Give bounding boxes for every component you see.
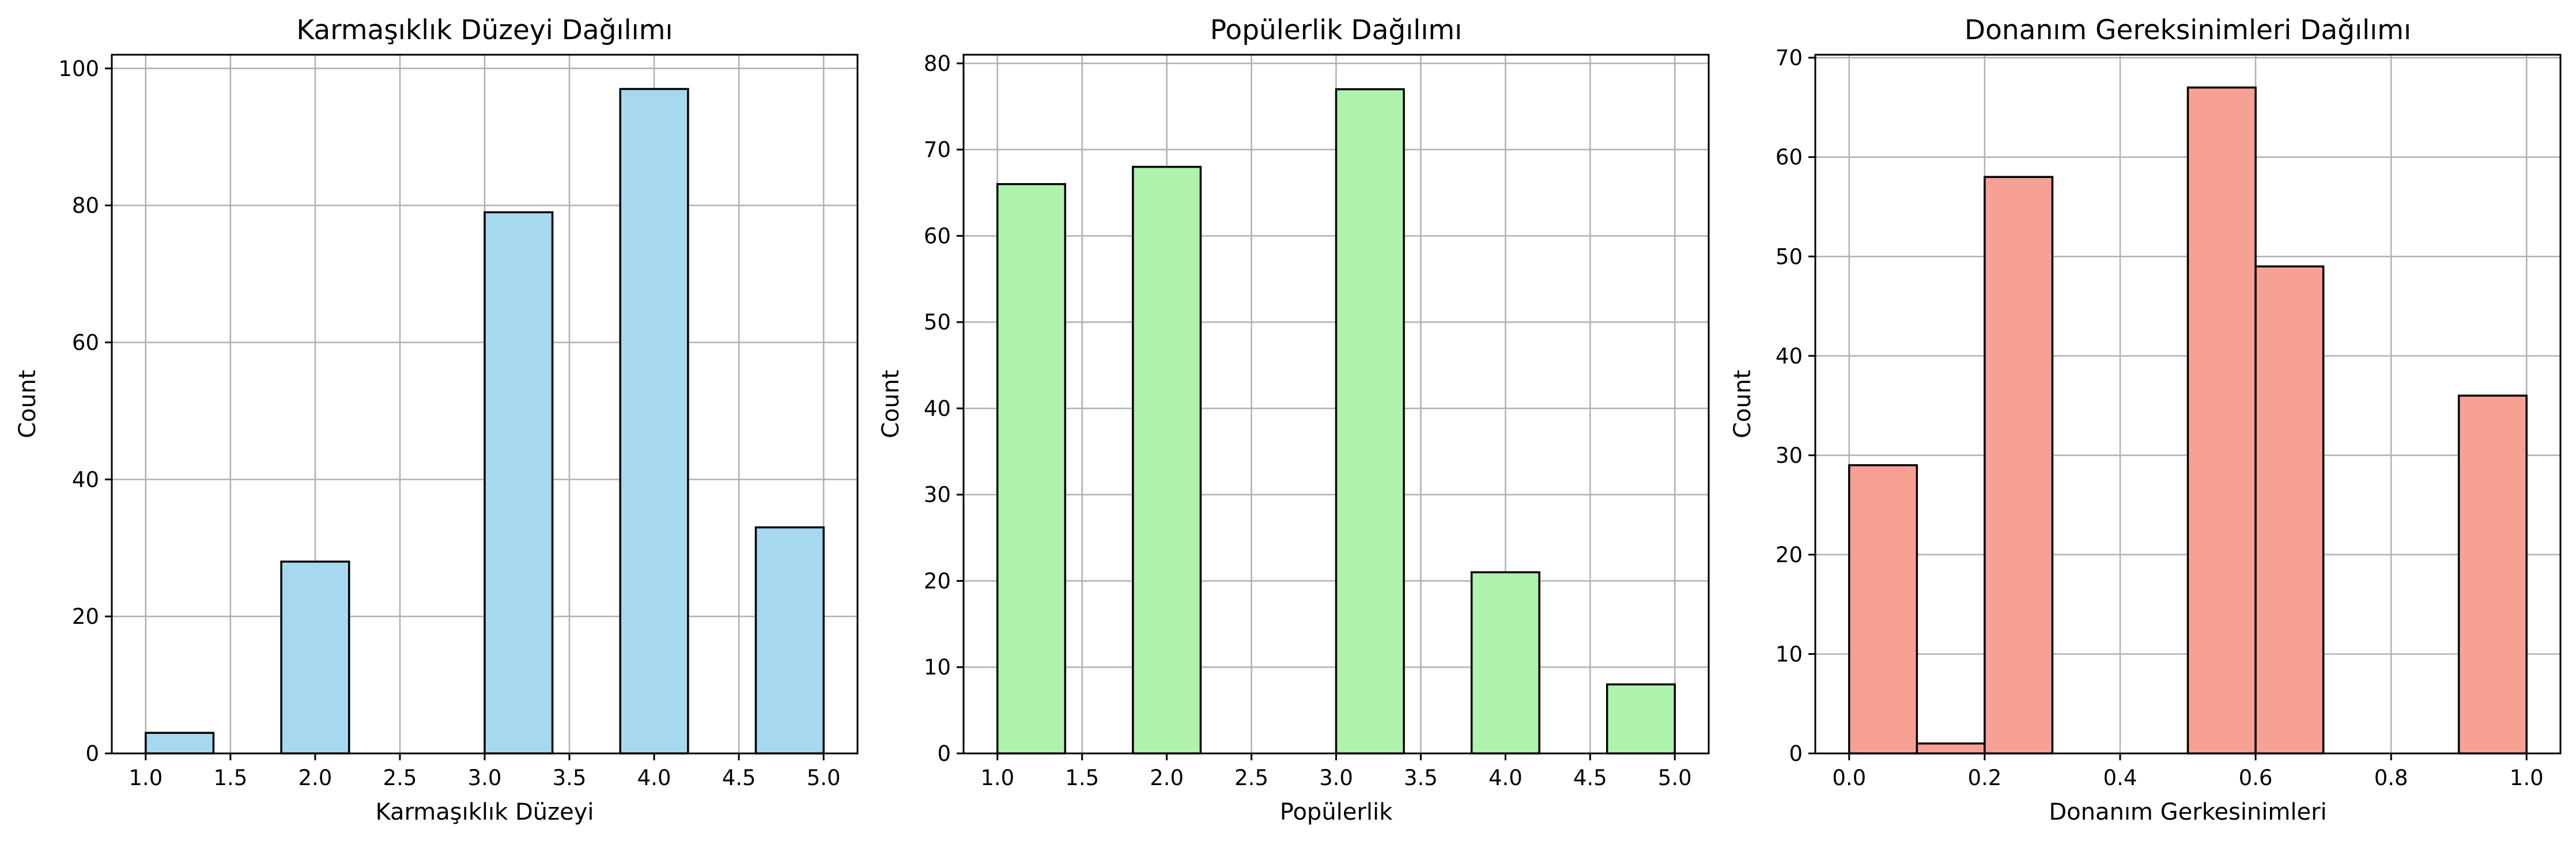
x-tick-label: 1.5 — [1065, 766, 1099, 790]
y-tick-label: 0 — [85, 741, 99, 766]
x-tick-label: 4.5 — [1573, 766, 1607, 790]
histogram-bar — [1335, 88, 1405, 755]
x-tick-label: 1.0 — [129, 766, 163, 790]
x-tick-label: 3.0 — [1319, 766, 1353, 790]
y-tick-label: 30 — [1776, 443, 1803, 468]
x-tick-label: 2.5 — [383, 766, 417, 790]
x-tick-label: 2.0 — [298, 766, 332, 790]
y-tick-label: 10 — [1776, 642, 1803, 666]
y-axis-label: Count — [1729, 370, 1756, 438]
x-tick-label: 0.6 — [2239, 766, 2273, 790]
x-axis-label: Donanım Gerkesinimleri — [2049, 799, 2326, 825]
histogram-bar — [484, 211, 554, 755]
y-tick-label: 60 — [924, 223, 951, 248]
x-tick-label: 5.0 — [807, 766, 841, 790]
chart-panel-3: 0.0 0.2 0.4 0.6 0.8 1.0 0 10 20 30 40 50 60 70 Donanım… — [1729, 14, 2562, 825]
y-tick-label: 20 — [72, 604, 99, 629]
x-tick-label: 0.0 — [1832, 766, 1866, 790]
chart-panel-2: 1.0 1.5 2.0 2.5 3.0 3.5 4.0 4.5 5.0 0 10 20 30 40 50 60… — [878, 14, 1710, 825]
y-tick-label: 80 — [72, 194, 99, 218]
chart-title: Donanım Gereksinimleri Dağılımı — [1965, 14, 2411, 46]
x-tick-label: 0.2 — [1967, 766, 2001, 790]
histogram-bar — [619, 88, 689, 755]
y-axis-label: Count — [14, 370, 41, 438]
x-tick-label: 1.5 — [213, 766, 247, 790]
histogram-bar — [1916, 742, 1986, 755]
histogram-bar — [754, 526, 825, 755]
histogram-bar — [1470, 571, 1540, 755]
chart-title: Karmaşıklık Düzeyi Dağılımı — [296, 14, 673, 46]
chart-title: Popülerlik Dağılımı — [1210, 14, 1462, 46]
y-tick-label: 60 — [1776, 145, 1803, 170]
y-tick-label: 40 — [1776, 344, 1803, 369]
x-tick-label: 1.0 — [2510, 766, 2544, 790]
y-tick-label: 0 — [1789, 741, 1803, 766]
histogram-bar — [1132, 165, 1202, 755]
y-tick-label: 50 — [1776, 244, 1803, 269]
axes-frame — [1814, 54, 2562, 755]
histogram-bar — [1848, 464, 1918, 755]
y-tick-label: 20 — [924, 569, 951, 593]
y-tick-label: 70 — [924, 138, 951, 162]
x-tick-label: 1.0 — [980, 766, 1014, 790]
x-tick-label: 2.5 — [1234, 766, 1268, 790]
histogram-bar — [1984, 176, 2054, 755]
y-tick-label: 20 — [1776, 543, 1803, 567]
y-tick-label: 50 — [924, 310, 951, 335]
histogram-bar — [1606, 683, 1676, 755]
histogram-bar — [145, 732, 215, 755]
x-axis-label: Karmaşıklık Düzeyi — [375, 799, 594, 825]
histogram-bar — [280, 560, 350, 755]
x-tick-label: 5.0 — [1658, 766, 1692, 790]
y-axis-label: Count — [878, 370, 904, 438]
y-tick-label: 40 — [72, 467, 99, 492]
x-tick-label: 0.8 — [2374, 766, 2408, 790]
histogram-bar — [2254, 265, 2325, 755]
y-tick-label: 30 — [924, 483, 951, 507]
y-tick-label: 70 — [1776, 46, 1803, 70]
x-tick-label: 2.0 — [1150, 766, 1184, 790]
x-tick-label: 4.5 — [722, 766, 756, 790]
histogram-bar — [2457, 395, 2528, 755]
y-tick-label: 10 — [924, 655, 951, 680]
x-tick-label: 4.0 — [1489, 766, 1523, 790]
x-axis-label: Popülerlik — [1280, 799, 1393, 825]
chart-panel-1: 1.0 1.5 2.0 2.5 3.0 3.5 4.0 4.5 5.0 0 20 40 60 80 100 K… — [14, 14, 859, 825]
histogram-bar — [2186, 86, 2257, 755]
x-tick-label: 3.5 — [553, 766, 587, 790]
x-tick-label: 0.4 — [2103, 766, 2137, 790]
x-tick-label: 4.0 — [637, 766, 671, 790]
y-tick-label: 100 — [58, 56, 99, 81]
y-tick-label: 60 — [72, 330, 99, 355]
y-tick-label: 80 — [924, 51, 951, 76]
x-tick-label: 3.5 — [1404, 766, 1438, 790]
x-tick-label: 3.0 — [468, 766, 502, 790]
y-tick-label: 0 — [937, 741, 951, 766]
histogram-bar — [996, 183, 1067, 755]
y-tick-label: 40 — [924, 396, 951, 421]
